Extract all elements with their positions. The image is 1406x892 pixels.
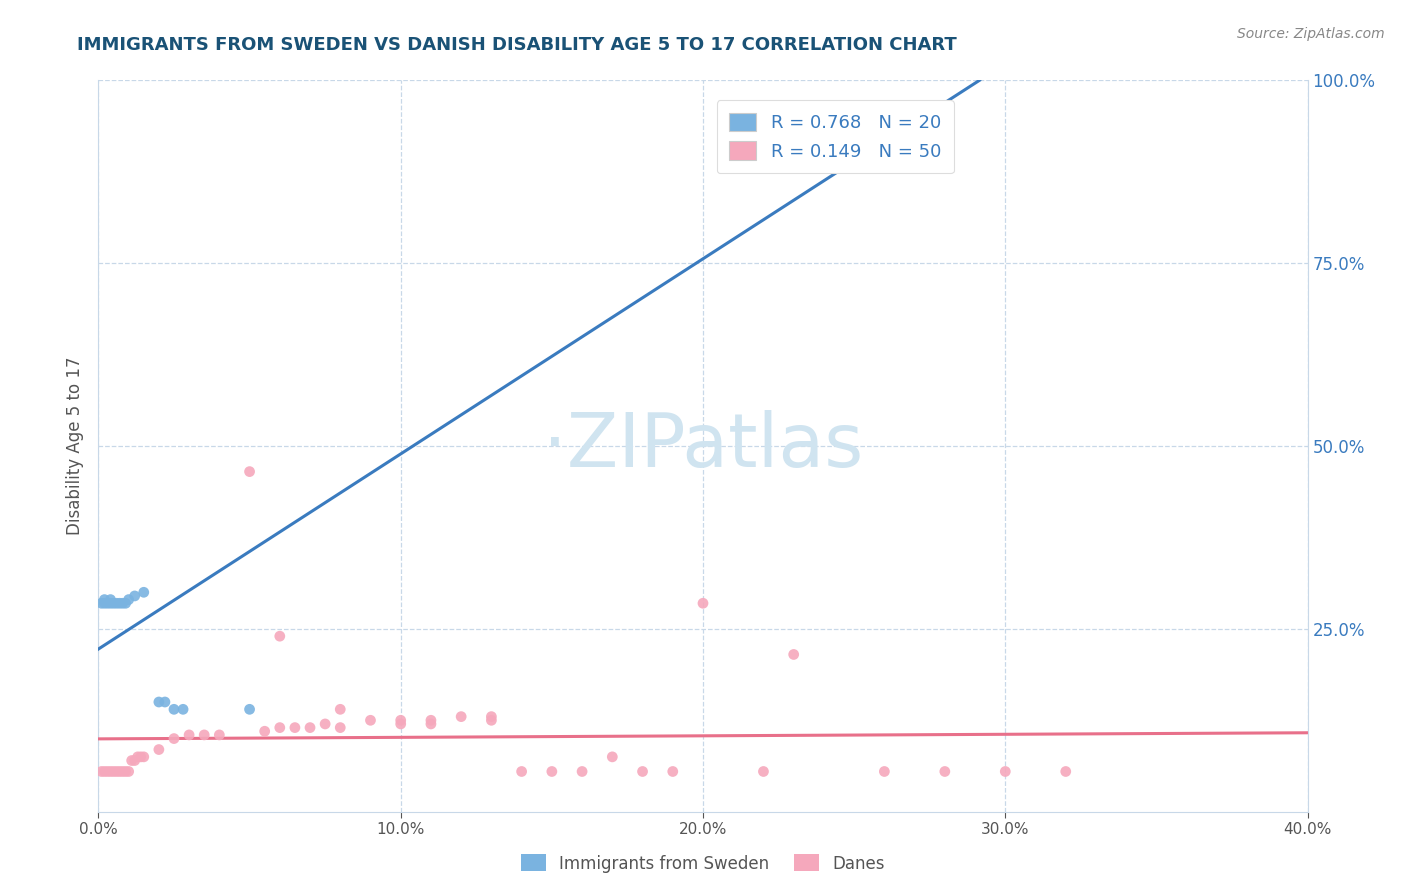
Point [111,764,134,779]
Point [93,764,115,779]
Point [1054,764,1077,779]
Point [148,695,170,709]
Legend: Immigrants from Sweden, Danes: Immigrants from Sweden, Danes [515,847,891,880]
Point [420,714,443,728]
Point [111,596,134,610]
Point [100,764,122,779]
Point [103,764,125,779]
Point [105,764,128,779]
Point [132,585,155,599]
Point [90,764,112,779]
Point [179,728,201,742]
Legend: R = 0.768   N = 20, R = 0.149   N = 50: R = 0.768 N = 20, R = 0.149 N = 50 [717,100,953,173]
Point [100,596,122,610]
Point [314,717,336,731]
Point [873,764,896,779]
Point [389,717,412,731]
Point [124,754,146,768]
Point [994,764,1017,779]
Point [934,764,956,779]
Point [124,589,146,603]
Point [239,702,262,716]
Point [172,702,194,716]
Point [163,731,186,746]
Text: ·ZIPatlas: ·ZIPatlas [543,409,863,483]
Point [105,596,128,610]
Point [783,648,806,662]
Point [127,749,149,764]
Point [360,714,382,728]
Point [602,749,624,764]
Point [118,592,141,607]
Point [148,742,170,756]
Point [208,728,231,742]
Point [193,728,215,742]
Point [420,717,443,731]
Point [450,709,472,723]
Point [96,596,118,610]
Point [299,721,322,735]
Point [100,592,122,607]
Point [284,721,307,735]
Y-axis label: Disability Age 5 to 17: Disability Age 5 to 17 [66,357,84,535]
Point [329,721,352,735]
Point [129,749,152,764]
Point [723,161,745,175]
Point [118,764,141,779]
Point [239,465,262,479]
Point [153,695,176,709]
Point [163,702,186,716]
Point [269,721,291,735]
Point [692,596,714,610]
Point [121,754,143,768]
Point [389,714,412,728]
Text: Source: ZipAtlas.com: Source: ZipAtlas.com [1237,27,1385,41]
Point [329,702,352,716]
Point [510,764,533,779]
Point [90,596,112,610]
Point [571,764,593,779]
Point [103,596,125,610]
Point [108,764,131,779]
Point [96,764,118,779]
Point [114,596,136,610]
Point [631,764,654,779]
Point [661,764,683,779]
Point [481,714,503,728]
Point [752,764,775,779]
Point [93,596,115,610]
Point [540,764,562,779]
Point [93,592,115,607]
Point [269,629,291,643]
Point [253,724,276,739]
Point [132,749,155,764]
Point [108,596,131,610]
Point [481,709,503,723]
Text: IMMIGRANTS FROM SWEDEN VS DANISH DISABILITY AGE 5 TO 17 CORRELATION CHART: IMMIGRANTS FROM SWEDEN VS DANISH DISABIL… [77,36,957,54]
Point [114,764,136,779]
